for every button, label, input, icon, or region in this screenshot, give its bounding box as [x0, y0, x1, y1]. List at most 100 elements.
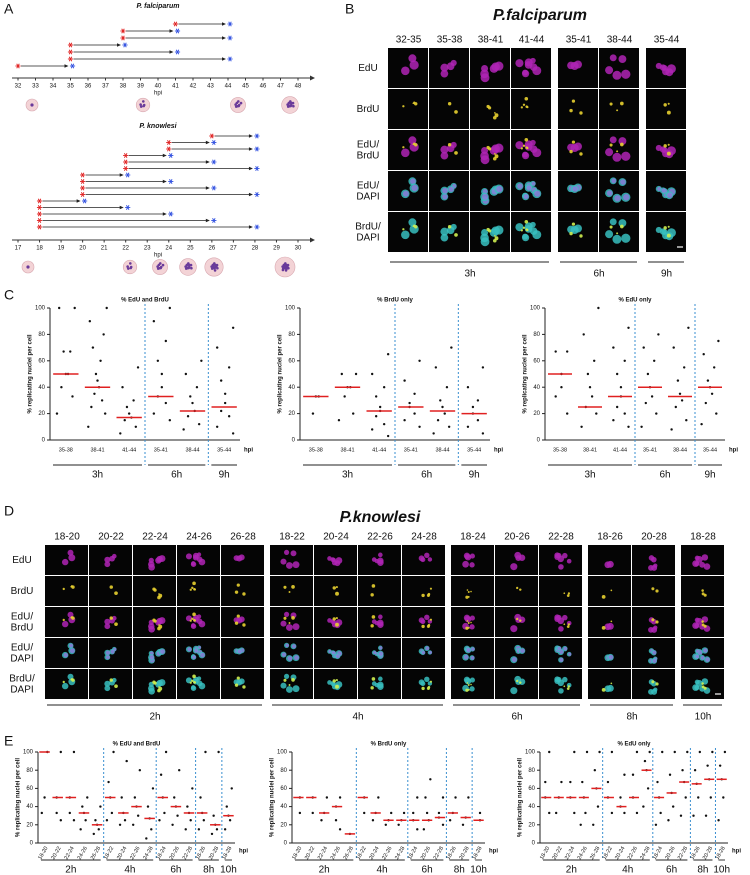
brdu-signal: [579, 152, 583, 156]
micrograph: [451, 669, 494, 699]
edu-overlay: [526, 185, 532, 191]
group-label: 3h: [584, 470, 595, 481]
brdu-signal: [467, 684, 470, 686]
stage-nucleus: [190, 266, 193, 270]
x-tick-label: 24-28: [394, 846, 406, 861]
micrograph: [270, 669, 313, 699]
y-tick-label: 100: [285, 306, 296, 312]
group-label: 8h: [203, 865, 214, 875]
group-label: 2h: [149, 712, 160, 723]
brdu-signal: [655, 682, 659, 686]
group-label: 4h: [352, 712, 363, 723]
brdu-signal: [429, 618, 433, 621]
data-point: [204, 750, 207, 754]
group-label: 3h: [92, 470, 103, 481]
data-point: [103, 412, 107, 415]
data-point: [230, 787, 233, 790]
brdu-signal: [466, 682, 469, 684]
timeline-title: P. knowlesi: [139, 123, 177, 130]
nucleus-signal: [659, 146, 667, 153]
nucleus-signal: [378, 552, 383, 558]
nucleus-signal: [371, 681, 377, 686]
asterisk-stroke: [37, 218, 42, 223]
x-tick-label: 20-24: [368, 846, 380, 861]
data-point: [702, 353, 705, 356]
data-point: [554, 350, 557, 353]
nucleus-signal: [424, 614, 430, 621]
brdu-signal: [579, 111, 583, 115]
brdu-signal: [663, 226, 667, 230]
brdu-signal: [524, 96, 529, 101]
micrograph: [221, 576, 264, 606]
interval-head: [248, 192, 253, 197]
edu-overlay: [520, 648, 525, 654]
nucleus-signal: [618, 55, 627, 64]
asterisk-stroke: [68, 42, 73, 48]
brdu-signal: [701, 620, 704, 623]
edu-overlay: [611, 178, 617, 184]
brdu-signal: [519, 619, 522, 622]
group-label: 9h: [469, 470, 480, 481]
asterisk-stroke: [212, 185, 216, 191]
group-label: 8h: [454, 865, 465, 875]
edu-overlay: [105, 655, 110, 660]
interval-arrow: [80, 185, 217, 191]
x-tick-label: 18-28: [714, 846, 726, 861]
nucleus-signal: [61, 620, 69, 628]
stage-nucleus: [281, 268, 285, 272]
row-label: EdU/: [11, 643, 33, 654]
data-point: [610, 811, 614, 815]
timeline-arrowhead: [310, 237, 315, 243]
interval-head: [222, 36, 226, 40]
brdu-signal: [70, 616, 74, 619]
nucleus-signal: [612, 234, 622, 244]
micrograph: [314, 576, 357, 606]
x-tick-label: 38-44: [673, 447, 687, 453]
data-point: [338, 828, 342, 831]
edu-overlay: [281, 652, 287, 657]
edu-overlay: [379, 646, 383, 650]
brdu-signal: [610, 682, 613, 685]
data-point: [370, 428, 374, 431]
brdu-signal: [522, 226, 526, 230]
data-point: [186, 805, 189, 808]
data-point: [110, 811, 114, 815]
edu-overlay: [608, 654, 614, 660]
brdu-signal: [370, 624, 374, 628]
data-point: [650, 395, 654, 398]
interval-arrow: [80, 192, 260, 197]
y-tick-label: 20: [528, 822, 535, 828]
micrograph: [588, 545, 631, 575]
y-tick-label: 100: [525, 750, 536, 756]
edu-overlay: [667, 192, 673, 199]
interval-arrow: [67, 56, 233, 62]
x-tick-label: 38-44: [185, 447, 199, 453]
interval-arrow: [36, 198, 88, 204]
edu-overlay: [471, 647, 475, 651]
data-point: [43, 796, 46, 799]
data-point: [434, 366, 438, 369]
data-point: [640, 425, 643, 428]
y-tick-label: 20: [38, 411, 45, 417]
nucleus-signal: [659, 64, 667, 71]
brdu-signal: [494, 112, 496, 114]
data-point: [422, 828, 426, 831]
brdu-signal: [370, 686, 374, 690]
data-point: [592, 823, 595, 826]
panel-label: B: [345, 1, 354, 17]
nucleus-signal: [440, 233, 449, 242]
edu-overlay: [402, 190, 409, 197]
nucleus-signal: [606, 622, 614, 630]
micrograph: [558, 89, 598, 129]
data-point: [178, 769, 181, 772]
data-point: [593, 359, 596, 362]
stage-nucleus: [289, 101, 293, 105]
brdu-signal: [563, 623, 566, 626]
nucleus-signal: [104, 556, 111, 563]
edu-overlay: [700, 655, 705, 660]
stage-nucleus: [285, 267, 289, 270]
x-tick-label: 24-28: [142, 846, 154, 861]
data-point: [62, 350, 65, 353]
nucleus-signal: [198, 558, 206, 566]
data-point: [723, 750, 727, 754]
